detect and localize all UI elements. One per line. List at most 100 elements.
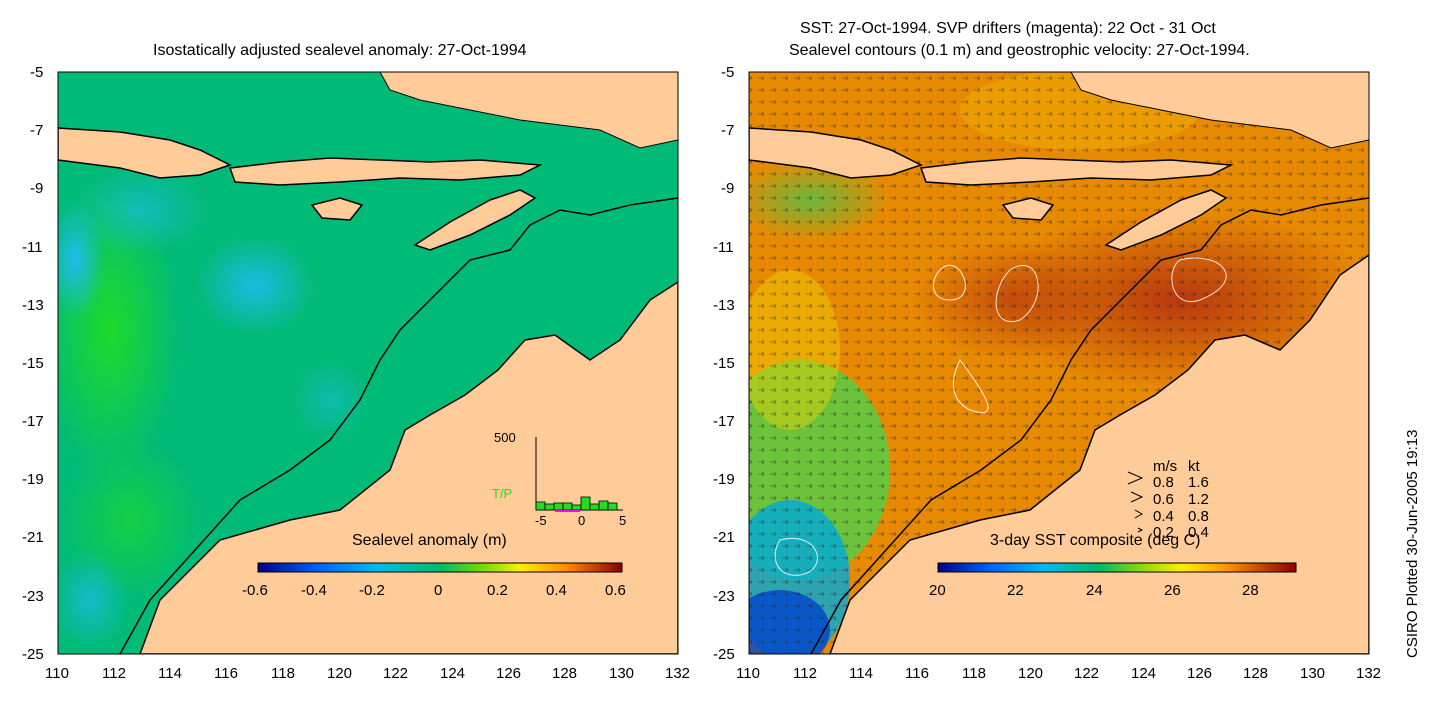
lat-tick: -23 xyxy=(22,588,44,605)
right-colorbar-tick: 26 xyxy=(1164,582,1181,599)
inset-series-label: T/P xyxy=(492,486,513,501)
velocity-legend-header-ms: m/s xyxy=(1153,458,1178,475)
lat-tick: -13 xyxy=(22,297,44,314)
lon-tick: 114 xyxy=(849,665,873,682)
lon-tick: 116 xyxy=(214,665,238,682)
right-java-land xyxy=(749,127,923,179)
left-colorbar-tick: 0.2 xyxy=(487,582,508,599)
left-australia-land xyxy=(139,281,678,654)
lat-tick: -15 xyxy=(713,355,735,372)
velocity-legend-kt: 0.4 xyxy=(1188,524,1209,541)
left-panel-title: Isostatically adjusted sealevel anomaly:… xyxy=(153,42,527,59)
lat-tick: -5 xyxy=(721,64,735,81)
lon-tick: 128 xyxy=(552,665,578,682)
lon-tick: 112 xyxy=(793,665,817,682)
lon-tick: 130 xyxy=(609,665,635,682)
lat-tick: -15 xyxy=(22,355,44,372)
left-colorbar-tick: 0.6 xyxy=(605,582,626,599)
lat-tick: -17 xyxy=(713,413,735,430)
lat-tick: -25 xyxy=(22,646,44,663)
right-north-land xyxy=(1070,72,1369,149)
inset-x-tick: -5 xyxy=(535,513,547,528)
sealevel-contours xyxy=(774,257,1227,576)
lon-tick: 120 xyxy=(1018,665,1044,682)
left-colorbar-label: Sealevel anomaly (m) xyxy=(352,532,507,549)
lon-tick: 110 xyxy=(45,665,69,682)
left-colorbar-tick: -0.4 xyxy=(301,582,327,599)
lon-tick: 126 xyxy=(1187,665,1213,682)
lat-tick: -7 xyxy=(721,122,735,139)
lon-tick: 110 xyxy=(736,665,760,682)
left-colorbar-tick: -0.6 xyxy=(242,582,268,599)
left-sumba-land xyxy=(310,197,364,221)
left-colorbar-tick: -0.2 xyxy=(359,582,385,599)
right-reef-outline xyxy=(810,197,1369,654)
left-map xyxy=(58,72,678,654)
right-panel-title-line1: SST: 27-Oct-1994. SVP drifters (magenta)… xyxy=(800,20,1216,37)
left-colorbar xyxy=(257,562,623,573)
velocity-legend-arrows xyxy=(1127,471,1144,533)
right-timor-land xyxy=(1104,189,1228,251)
lon-tick: 124 xyxy=(1131,665,1157,682)
left-colorbar-tick: 0 xyxy=(434,582,443,599)
right-colorbar-label: 3-day SST composite (deg C) xyxy=(990,532,1201,549)
plot-credit: CSIRO Plotted 30-Jun-2005 19:13 xyxy=(1404,429,1421,658)
lat-tick: -19 xyxy=(22,471,44,488)
right-colorbar-tick: 24 xyxy=(1086,582,1103,599)
lat-tick: -13 xyxy=(713,297,735,314)
right-nusa-tenggara-land xyxy=(919,157,1234,186)
velocity-legend-header-kt: kt xyxy=(1188,458,1200,475)
right-colorbar-tick: 22 xyxy=(1007,582,1024,599)
left-map-frame xyxy=(57,71,679,655)
velocity-legend-kt: 1.2 xyxy=(1188,491,1209,508)
lat-tick: -23 xyxy=(713,588,735,605)
left-nusa-tenggara-land xyxy=(228,157,543,186)
lon-tick: 122 xyxy=(383,665,409,682)
right-australia-land xyxy=(829,254,1369,654)
right-colorbar-tick: 28 xyxy=(1242,582,1259,599)
track-histogram-inset xyxy=(535,437,623,512)
left-north-land xyxy=(379,72,678,149)
right-colorbar xyxy=(937,562,1297,573)
lon-tick: 132 xyxy=(1356,665,1382,682)
lon-tick: 114 xyxy=(158,665,182,682)
lon-tick: 132 xyxy=(665,665,691,682)
lat-tick: -11 xyxy=(713,239,734,256)
lon-tick: 122 xyxy=(1074,665,1100,682)
right-sumba-land xyxy=(1001,197,1055,221)
velocity-legend-ms: 0.4 xyxy=(1153,508,1174,525)
velocity-legend-ms: 0.2 xyxy=(1153,524,1174,541)
right-panel-title-line2: Sealevel contours (0.1 m) and geostrophi… xyxy=(789,42,1250,59)
lat-tick: -11 xyxy=(22,239,43,256)
lon-tick: 120 xyxy=(327,665,353,682)
lat-tick: -21 xyxy=(22,529,44,546)
inset-y-label: 500 xyxy=(494,430,516,445)
lat-tick: -25 xyxy=(713,646,735,663)
lat-tick: -9 xyxy=(30,180,44,197)
lon-tick: 124 xyxy=(440,665,466,682)
lat-tick: -17 xyxy=(22,413,44,430)
inset-x-tick: 5 xyxy=(619,513,627,528)
lon-tick: 116 xyxy=(905,665,929,682)
left-reef-outline xyxy=(119,197,678,654)
lat-tick: -7 xyxy=(30,122,44,139)
inset-x-tick: 0 xyxy=(578,513,586,528)
lat-tick: -5 xyxy=(30,64,44,81)
lon-tick: 118 xyxy=(962,665,986,682)
velocity-legend-kt: 1.6 xyxy=(1188,474,1209,491)
right-map-frame xyxy=(748,71,1370,655)
lat-tick: -21 xyxy=(713,529,735,546)
left-colorbar-tick: 0.4 xyxy=(546,582,567,599)
right-colorbar-tick: 20 xyxy=(929,582,946,599)
velocity-legend-ms: 0.6 xyxy=(1153,491,1174,508)
lon-tick: 128 xyxy=(1243,665,1269,682)
lon-tick: 112 xyxy=(102,665,126,682)
velocity-legend-ms: 0.8 xyxy=(1153,474,1174,491)
lon-tick: 118 xyxy=(271,665,295,682)
lat-tick: -9 xyxy=(721,180,735,197)
velocity-legend-kt: 0.8 xyxy=(1188,508,1209,525)
lat-tick: -19 xyxy=(713,471,735,488)
left-java-land xyxy=(58,127,232,179)
left-timor-land xyxy=(413,189,537,251)
